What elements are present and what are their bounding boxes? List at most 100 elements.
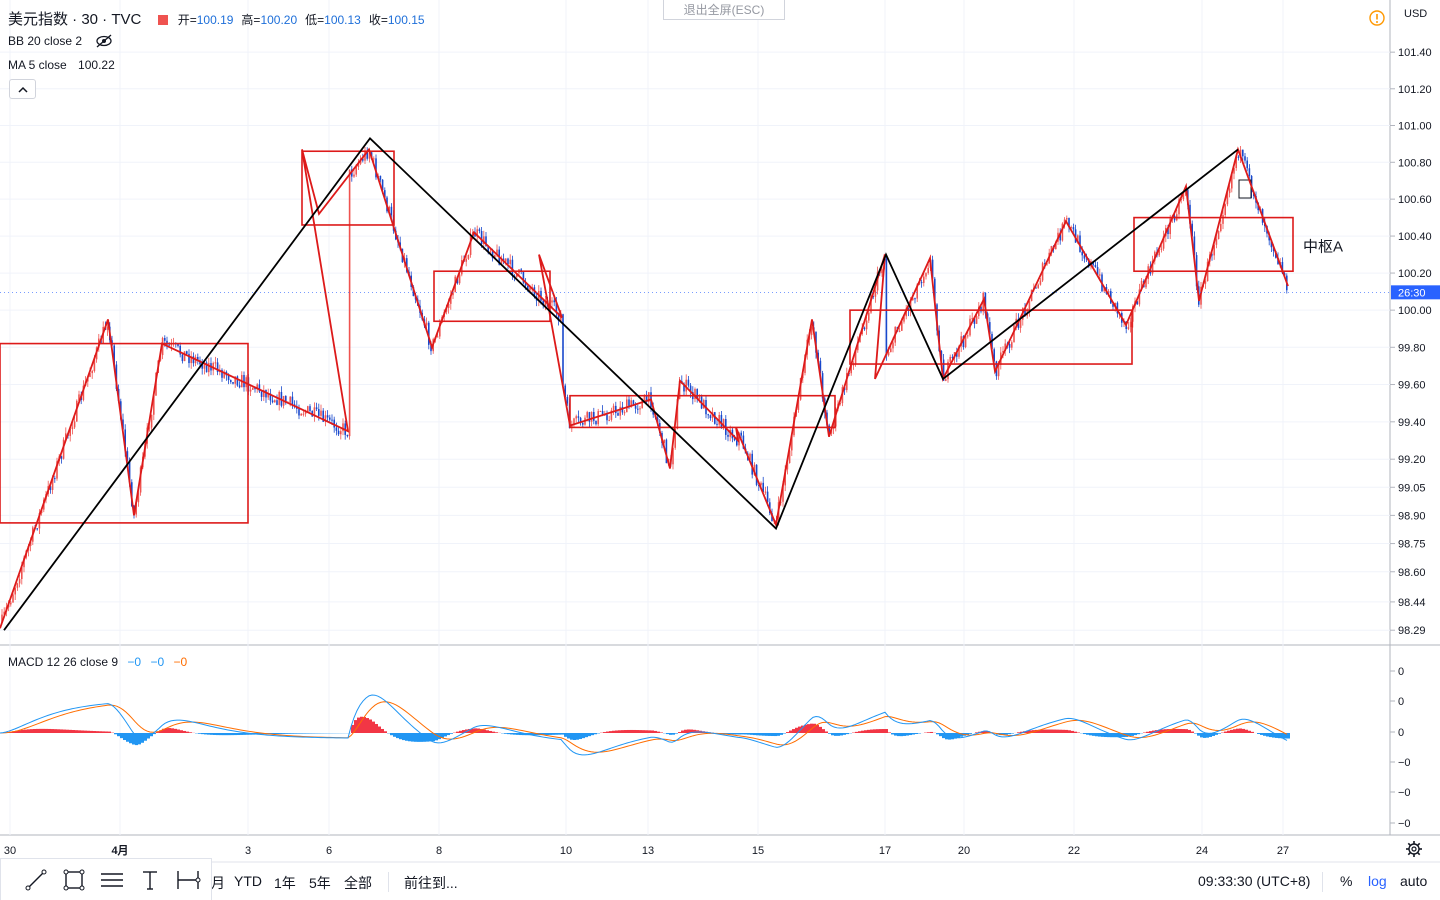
candle-body bbox=[582, 423, 584, 425]
countdown-label: 26:30 bbox=[1398, 287, 1426, 299]
parallel-channel-tool-icon[interactable] bbox=[97, 865, 127, 895]
price-axis-labels[interactable]: 101.40 101.20 101.00 100.80 100.60 100.40 100.… bbox=[1390, 47, 1432, 637]
currency-label[interactable]: USD bbox=[1404, 8, 1428, 20]
time-tick-label: 6 bbox=[326, 845, 332, 857]
ohlc-values: 开=100.19 高=100.20 低=100.13 收=100.15 bbox=[178, 13, 433, 27]
range-month-button[interactable]: 月 bbox=[211, 875, 225, 891]
goto-date-button[interactable]: 前往到... bbox=[404, 875, 458, 891]
symbol-title[interactable]: 美元指数 · 30 · TVC bbox=[8, 11, 142, 28]
candle-body bbox=[1011, 342, 1013, 348]
bottom-toolbar: 月 YTD 1年 5年 全部 前往到... 09:33:30 (UTC+8) %… bbox=[0, 862, 1440, 900]
macd-histogram-bar bbox=[402, 733, 405, 741]
macd-pane bbox=[0, 694, 1290, 756]
candle-body bbox=[166, 340, 168, 345]
candle-body bbox=[1061, 223, 1064, 241]
candle-body bbox=[177, 344, 179, 346]
range-ytd-button[interactable]: YTD bbox=[234, 873, 262, 889]
candle-body bbox=[529, 287, 531, 291]
macd-histogram-bar bbox=[885, 729, 888, 733]
candle-body bbox=[687, 379, 690, 386]
candle-body bbox=[1217, 231, 1220, 240]
candle-body bbox=[494, 255, 496, 259]
macd-histogram-bar bbox=[780, 733, 783, 735]
candle-body bbox=[885, 258, 888, 356]
measure-tool-icon[interactable] bbox=[173, 865, 203, 895]
candle-body bbox=[313, 407, 316, 417]
candle-body bbox=[1070, 227, 1072, 229]
candle-body bbox=[586, 412, 588, 418]
macd-histogram-bar bbox=[459, 730, 462, 733]
macd-histogram-bar bbox=[219, 733, 222, 736]
macd-histogram-bar bbox=[552, 733, 555, 735]
candle-body bbox=[1044, 263, 1046, 265]
macd-tick-label: −0 bbox=[1398, 818, 1411, 830]
macd-histogram-bar bbox=[573, 733, 576, 741]
candle-body bbox=[36, 528, 38, 530]
macd-histogram-bar bbox=[816, 724, 819, 733]
macd-histogram-bar bbox=[726, 733, 729, 735]
price-tick-label: 99.20 bbox=[1398, 454, 1426, 466]
candle-body bbox=[641, 400, 643, 409]
candle-body bbox=[331, 419, 333, 421]
macd-histogram-bar bbox=[156, 732, 159, 733]
macd-histogram-bar bbox=[639, 730, 642, 733]
macd-histogram-bar bbox=[645, 730, 648, 733]
candle-body bbox=[205, 362, 208, 373]
macd-histogram-bar bbox=[1233, 729, 1236, 733]
candle-body bbox=[126, 451, 129, 461]
candle-body bbox=[491, 251, 494, 259]
macd-histogram-bar bbox=[822, 729, 825, 733]
macd-histogram-bar bbox=[1101, 733, 1104, 737]
clock-timezone[interactable]: 09:33:30 (UTC+8) bbox=[1198, 873, 1311, 889]
macd-histogram-bar bbox=[969, 733, 972, 734]
candle-body bbox=[898, 330, 901, 332]
macd-histogram-bar bbox=[408, 733, 411, 742]
candle-body bbox=[190, 356, 192, 364]
text-tool-icon[interactable] bbox=[135, 865, 165, 895]
log-toggle[interactable]: log bbox=[1368, 873, 1387, 889]
candle-body bbox=[648, 392, 650, 403]
macd-histogram-bar bbox=[654, 730, 657, 733]
range-1y-button[interactable]: 1年 bbox=[274, 875, 296, 891]
candle-body bbox=[326, 415, 329, 418]
macd-histogram-bar bbox=[288, 733, 291, 734]
range-5y-button[interactable]: 5年 bbox=[309, 875, 331, 891]
ma-legend[interactable]: MA 5 close 100.22 bbox=[8, 58, 115, 72]
macd-histogram-bar bbox=[909, 733, 912, 736]
time-axis-labels[interactable]: 30 4月 3 6 8 10 13 15 17 20 22 24 27 bbox=[4, 844, 1289, 857]
candle-body bbox=[430, 344, 432, 352]
candle-body bbox=[1169, 218, 1171, 235]
macd-histogram-bar bbox=[1053, 729, 1056, 733]
macd-histogram-bar bbox=[534, 733, 537, 736]
macd-histogram-bar bbox=[966, 733, 969, 735]
zigzag-lines bbox=[0, 137, 1289, 631]
candle-body bbox=[73, 421, 76, 428]
candle-body bbox=[203, 362, 206, 369]
warning-icon[interactable] bbox=[1369, 10, 1385, 31]
macd-histogram-bar bbox=[744, 733, 747, 735]
candle-body bbox=[256, 384, 258, 390]
macd-tick-label: −0 bbox=[1398, 757, 1411, 769]
candle-body bbox=[188, 353, 190, 364]
auto-toggle[interactable]: auto bbox=[1400, 873, 1428, 889]
macd-histogram-bar bbox=[102, 731, 105, 733]
candle-body bbox=[447, 303, 450, 308]
eye-hidden-icon[interactable] bbox=[95, 34, 113, 51]
trend-line-tool-icon[interactable] bbox=[21, 865, 51, 895]
macd-histogram-bar bbox=[561, 733, 564, 735]
macd-histogram-bar bbox=[1176, 728, 1179, 733]
macd-histogram-bar bbox=[1158, 729, 1161, 733]
candle-body bbox=[197, 356, 199, 361]
macd-histogram-bar bbox=[915, 733, 918, 734]
bb-legend[interactable]: BB 20 close 2 bbox=[8, 34, 113, 51]
macd-histogram-bar bbox=[297, 733, 300, 734]
collapse-legend-button[interactable] bbox=[9, 79, 36, 99]
range-all-button[interactable]: 全部 bbox=[344, 875, 372, 891]
macd-histogram-bar bbox=[1230, 729, 1233, 733]
settings-gear-icon[interactable] bbox=[1405, 840, 1423, 863]
percent-toggle[interactable]: % bbox=[1340, 873, 1353, 889]
rectangle-tool-icon[interactable] bbox=[59, 865, 89, 895]
macd-histogram-bar bbox=[435, 733, 438, 741]
exit-fullscreen-button[interactable]: 退出全屏(ESC) bbox=[663, 0, 785, 20]
